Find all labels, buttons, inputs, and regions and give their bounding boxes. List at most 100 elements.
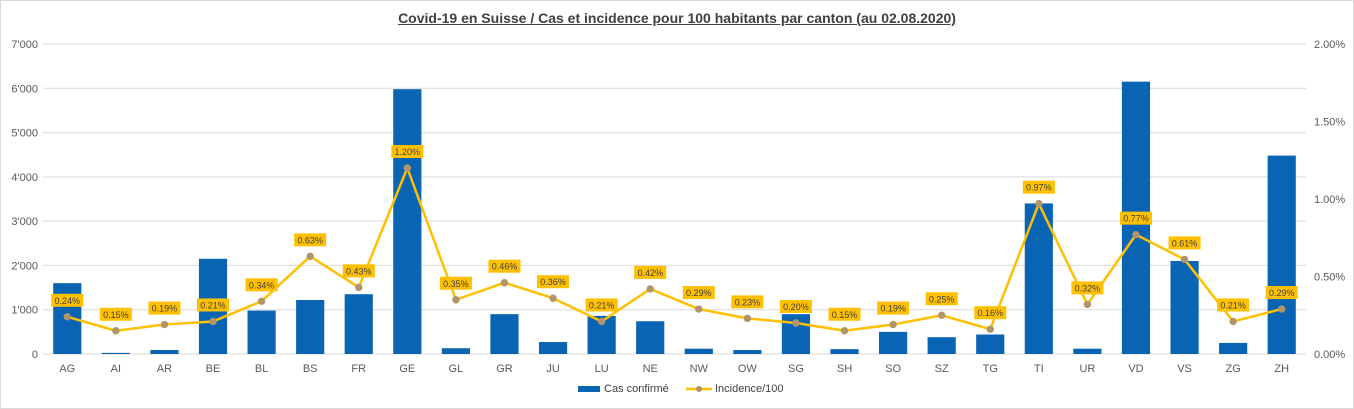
data-label: 0.29%: [1269, 288, 1295, 298]
x-tick-label: SZ: [935, 363, 949, 375]
x-tick-label: SH: [837, 363, 852, 375]
bar: [733, 350, 762, 354]
y-left-tick-label: 2'000: [11, 260, 38, 272]
data-label: 0.21%: [1220, 300, 1246, 310]
data-label-box: [294, 233, 327, 247]
bar: [879, 331, 908, 354]
bar: [976, 334, 1005, 354]
data-label-box: [585, 298, 618, 312]
data-label: 0.46%: [492, 262, 518, 272]
incidence-point: [1278, 305, 1286, 313]
data-label-box: [682, 286, 715, 300]
bar: [1170, 261, 1199, 354]
data-label-box: [828, 307, 861, 321]
data-label-box: [439, 276, 472, 290]
data-label-box: [537, 275, 570, 289]
data-label-box: [342, 264, 375, 278]
data-label-box: [1265, 286, 1298, 300]
incidence-point: [646, 285, 654, 293]
data-label: 0.20%: [783, 302, 809, 312]
data-label: 0.29%: [686, 288, 712, 298]
y-left-tick-label: 1'000: [11, 305, 38, 317]
x-tick-label: GR: [496, 363, 513, 375]
y-left-tick-label: 7'000: [11, 39, 38, 51]
incidence-point: [355, 283, 363, 292]
x-tick-label: VD: [1128, 363, 1143, 375]
bar: [247, 310, 276, 354]
incidence-point: [937, 311, 946, 319]
data-label: 0.21%: [200, 300, 226, 310]
data-label: 0.24%: [55, 296, 81, 306]
data-label-box: [51, 293, 84, 307]
data-label: 0.15%: [832, 310, 858, 320]
data-label-box: [1168, 236, 1201, 250]
data-label-box: [1071, 281, 1104, 295]
legend-label-bars: Cas confirmé: [604, 383, 669, 395]
y-right-tick-label: 1.50%: [1314, 117, 1345, 129]
bar: [101, 352, 130, 354]
x-tick-label: LU: [595, 363, 609, 375]
bar: [636, 321, 665, 354]
data-label-box: [877, 301, 910, 315]
data-label: 0.97%: [1026, 183, 1052, 193]
data-label-box: [488, 259, 521, 273]
x-tick-label: BS: [303, 363, 318, 375]
incidence-point: [1229, 317, 1237, 326]
x-tick-label: NW: [690, 363, 709, 375]
bar: [1219, 342, 1248, 354]
x-tick-label: FR: [351, 363, 366, 375]
incidence-point: [840, 327, 849, 335]
bar: [344, 294, 373, 354]
x-tick-label: JU: [546, 363, 560, 375]
x-tick-label: SO: [885, 363, 901, 375]
data-label: 0.35%: [443, 279, 469, 289]
y-left-tick-label: 5'000: [11, 128, 38, 140]
data-label-box: [1119, 211, 1152, 225]
data-label: 0.42%: [637, 268, 663, 278]
data-label: 0.19%: [152, 304, 178, 314]
incidence-point: [986, 325, 994, 333]
data-label: 0.63%: [297, 235, 323, 245]
x-tick-label: ZG: [1225, 363, 1240, 375]
data-label: 0.61%: [1172, 238, 1198, 248]
data-label-box: [391, 145, 424, 158]
bar: [393, 89, 422, 355]
y-left-tick-label: 3'000: [11, 216, 38, 228]
data-label: 0.19%: [880, 304, 906, 314]
incidence-point: [792, 319, 800, 327]
incidence-point: [452, 296, 460, 304]
incidence-line: [66, 166, 1283, 332]
data-label-box: [99, 307, 132, 321]
incidence-point: [209, 317, 217, 326]
x-tick-label: GE: [399, 363, 415, 375]
y-right-tick-label: 0.50%: [1314, 272, 1345, 284]
data-label: 0.25%: [929, 294, 955, 304]
incidence-point: [500, 279, 509, 287]
y-right-tick-label: 1.00%: [1314, 194, 1345, 206]
x-tick-label: ZH: [1274, 363, 1289, 375]
bar: [684, 348, 713, 354]
data-label: 0.34%: [249, 280, 275, 290]
data-label-box: [1022, 180, 1055, 194]
x-tick-label: SG: [788, 363, 804, 375]
data-label-box: [148, 301, 181, 315]
y-right-tick-label: 0.00%: [1314, 349, 1345, 361]
bar: [927, 337, 956, 354]
data-label: 0.77%: [1123, 214, 1149, 224]
incidence-point: [112, 327, 120, 335]
data-label: 0.36%: [540, 277, 566, 287]
x-tick-label: OW: [738, 363, 758, 375]
incidence-point: [63, 313, 71, 321]
y-left-tick-label: 6'000: [11, 83, 38, 95]
x-tick-label: TI: [1034, 363, 1044, 375]
y-left-tick-label: 4'000: [11, 172, 38, 184]
bar: [538, 342, 568, 354]
incidence-point: [695, 305, 703, 313]
legend-swatch-marker: [696, 386, 702, 392]
bar: [296, 299, 325, 354]
bar: [1267, 155, 1296, 354]
incidence-point: [1083, 300, 1092, 309]
data-label: 0.15%: [103, 310, 129, 320]
bar: [150, 350, 179, 354]
